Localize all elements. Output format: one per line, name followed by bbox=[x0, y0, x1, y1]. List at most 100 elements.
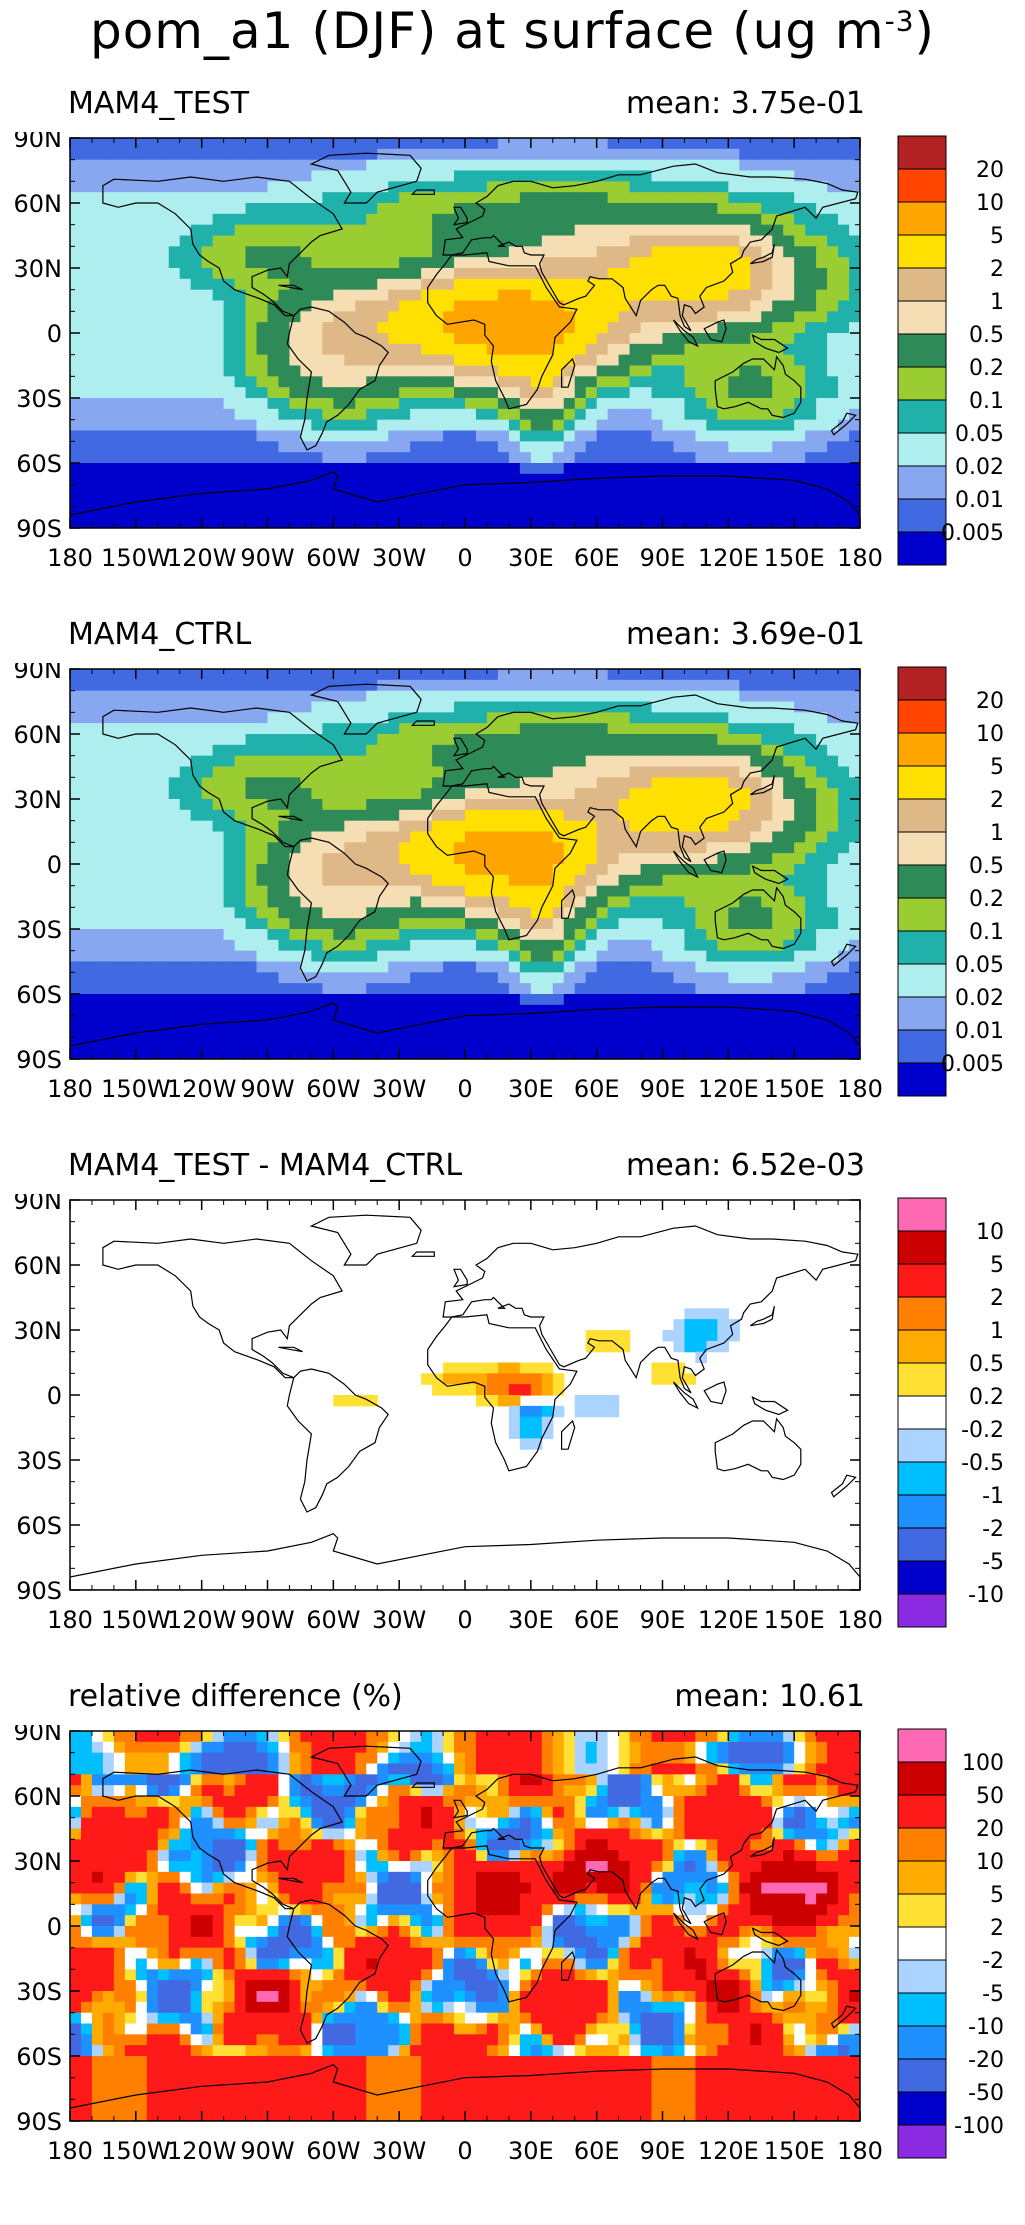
field-cell bbox=[147, 431, 159, 442]
field-cell bbox=[520, 506, 532, 517]
field-cell bbox=[465, 203, 477, 214]
field-cell bbox=[235, 398, 247, 409]
field-cell bbox=[783, 160, 795, 171]
field-cell bbox=[652, 799, 664, 810]
field-cell bbox=[465, 496, 477, 507]
field-cell bbox=[750, 712, 762, 723]
field-cell bbox=[289, 767, 301, 778]
field-cell bbox=[278, 474, 290, 485]
field-cell bbox=[684, 756, 696, 767]
field-cell bbox=[849, 821, 861, 832]
field-cell bbox=[805, 832, 817, 843]
field-cell bbox=[542, 745, 554, 756]
field-cell bbox=[542, 691, 554, 702]
field-cell bbox=[114, 279, 126, 290]
x-tick-label: 90W bbox=[240, 544, 294, 572]
field-cell bbox=[509, 691, 521, 702]
field-cell bbox=[289, 290, 301, 301]
field-cell bbox=[827, 192, 839, 203]
field-cell bbox=[421, 322, 433, 333]
field-cell bbox=[355, 756, 367, 767]
field-cell bbox=[498, 225, 510, 236]
field-cell bbox=[235, 767, 247, 778]
field-cell bbox=[388, 897, 400, 908]
field-cell bbox=[652, 723, 664, 734]
field-cell bbox=[147, 864, 159, 875]
field-cell bbox=[575, 864, 587, 875]
field-cell bbox=[695, 376, 707, 387]
field-cell bbox=[827, 777, 839, 788]
field-cell bbox=[750, 192, 762, 203]
field-cell bbox=[344, 821, 356, 832]
field-cell bbox=[827, 506, 839, 517]
field-cell bbox=[641, 669, 653, 680]
field-cell bbox=[257, 322, 269, 333]
field-cell bbox=[564, 853, 576, 864]
field-cell bbox=[322, 171, 334, 182]
field-cell bbox=[421, 236, 433, 247]
field-cell bbox=[684, 517, 696, 528]
field-cell bbox=[717, 691, 729, 702]
field-cell bbox=[399, 832, 411, 843]
field-cell bbox=[772, 506, 784, 517]
field-cell bbox=[344, 777, 356, 788]
field-cell bbox=[487, 983, 499, 994]
field-cell bbox=[619, 431, 631, 442]
field-cell bbox=[81, 301, 93, 312]
field-cell bbox=[300, 810, 312, 821]
field-cell bbox=[498, 821, 510, 832]
field-cell bbox=[695, 777, 707, 788]
field-cell bbox=[520, 441, 532, 452]
field-cell bbox=[278, 962, 290, 973]
field-cell bbox=[125, 918, 137, 929]
field-cell bbox=[92, 225, 104, 236]
field-cell bbox=[608, 366, 620, 377]
field-cell bbox=[410, 387, 422, 398]
field-cell bbox=[136, 409, 148, 420]
field-cell bbox=[706, 431, 718, 442]
field-cell bbox=[410, 398, 422, 409]
field-cell bbox=[235, 257, 247, 268]
field-cell bbox=[476, 225, 488, 236]
field-cell bbox=[158, 257, 170, 268]
field-cell bbox=[399, 962, 411, 973]
field-cell bbox=[388, 214, 400, 225]
field-cell bbox=[202, 225, 214, 236]
field-cell bbox=[213, 452, 225, 463]
field-cell bbox=[388, 734, 400, 745]
field-cell bbox=[388, 506, 400, 517]
field-cell bbox=[794, 441, 806, 452]
field-cell bbox=[114, 203, 126, 214]
field-cell bbox=[739, 506, 751, 517]
field-cell bbox=[410, 897, 422, 908]
field-cell bbox=[641, 376, 653, 387]
field-cell bbox=[564, 203, 576, 214]
field-cell bbox=[158, 929, 170, 940]
field-cell bbox=[509, 940, 521, 951]
field-cell bbox=[278, 366, 290, 377]
field-cell bbox=[268, 712, 280, 723]
field-cell bbox=[278, 669, 290, 680]
field-cell bbox=[695, 409, 707, 420]
field-cell bbox=[542, 702, 554, 713]
field-cell bbox=[289, 366, 301, 377]
field-cell bbox=[169, 485, 181, 496]
field-cell bbox=[103, 767, 115, 778]
field-cell bbox=[827, 691, 839, 702]
field-cell bbox=[673, 268, 685, 279]
field-cell bbox=[783, 745, 795, 756]
field-cell bbox=[706, 485, 718, 496]
field-cell bbox=[399, 864, 411, 875]
field-cell bbox=[257, 517, 269, 528]
field-cell bbox=[377, 767, 389, 778]
field-cell bbox=[147, 366, 159, 377]
field-cell bbox=[432, 777, 444, 788]
field-cell bbox=[498, 333, 510, 344]
field-cell bbox=[684, 951, 696, 962]
field-cell bbox=[180, 452, 192, 463]
field-cell bbox=[805, 149, 817, 160]
field-cell bbox=[454, 864, 466, 875]
field-cell bbox=[805, 246, 817, 257]
field-cell bbox=[739, 821, 751, 832]
field-cell bbox=[92, 907, 104, 918]
